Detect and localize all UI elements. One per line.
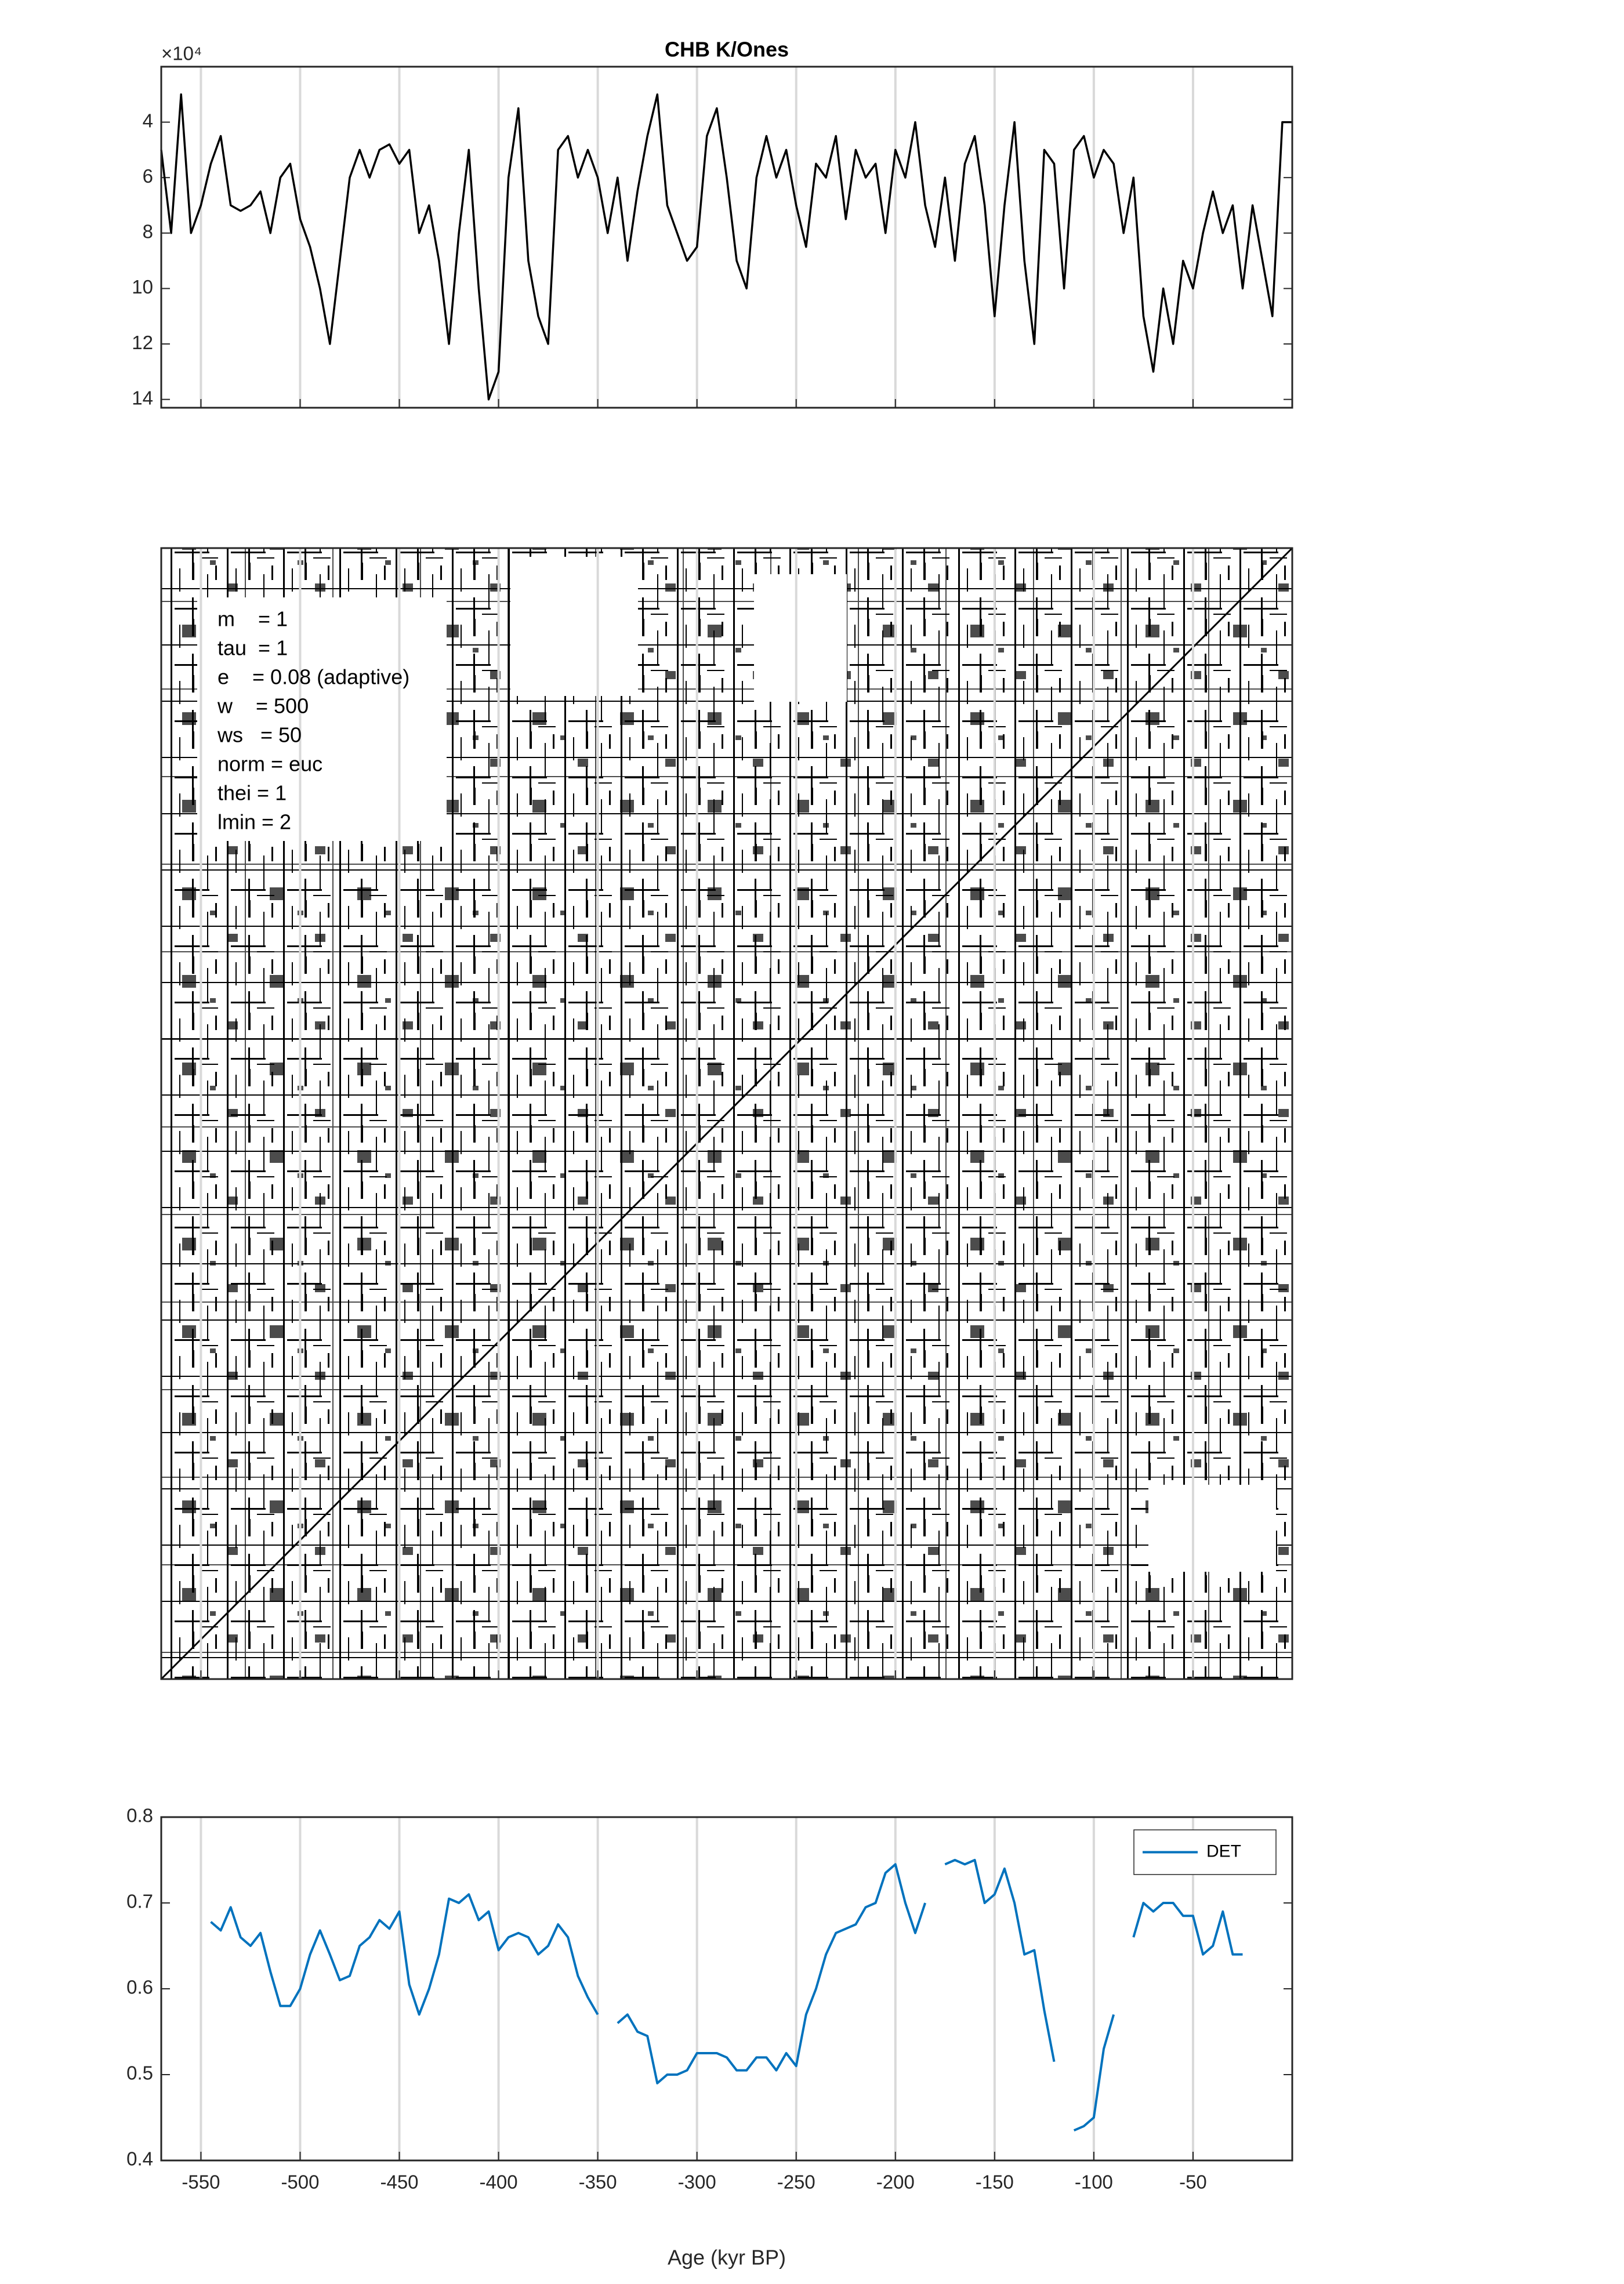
y-tick-label: 8 [143,221,153,242]
annotation: e = 0.08 (adaptive) [217,665,409,689]
annotation: thei = 1 [217,781,287,805]
x-tick-label: -400 [480,2171,518,2193]
axes-frame [160,547,1293,1680]
x-tick-label: -500 [281,2171,319,2193]
x-axis-label: Age (kyr BP) [668,2246,786,2270]
y-tick-label: 0.5 [126,2062,153,2084]
y-tick-label: 6 [143,165,153,187]
y-tick-label: 0.8 [126,1805,153,1826]
y-tick-label: 0.4 [126,2148,153,2170]
y-tick-label: 0.7 [126,1891,153,1912]
x-tick-label: -350 [579,2171,617,2193]
legend-box [1133,1829,1277,1875]
recurrence-gap [510,557,638,696]
annotation: ws = 50 [217,723,302,747]
recurrence-gap [754,574,847,702]
annotation: norm = euc [217,752,322,776]
y-tick-label: 14 [132,387,153,408]
legend-label: DET [1206,1841,1241,1861]
y-multiplier: ×10⁴ [161,43,202,64]
x-tick-label: -550 [182,2171,220,2193]
annotation: tau = 1 [217,636,288,660]
y-tick-label: 12 [132,332,153,353]
y-tick-label: 0.6 [126,1977,153,1998]
recurrence-gap [1148,1485,1276,1572]
x-tick-label: -50 [1179,2171,1207,2193]
annotation: m = 1 [217,607,288,631]
recurrence-diagonal [160,547,1293,1680]
chart-title: CHB K/Ones [665,38,789,61]
axes-frame [160,1816,1293,2162]
y-tick-label: 4 [143,110,153,131]
recurrence-plot [160,547,1293,1680]
x-tick-label: -250 [777,2171,815,2193]
y-tick-label: 10 [132,276,153,298]
data-line [210,1859,1243,2132]
data-line [160,93,1292,401]
axes-frame [160,66,1293,409]
annotation-background [197,597,447,841]
x-tick-label: -200 [876,2171,915,2193]
x-tick-label: -300 [678,2171,716,2193]
annotation: w = 500 [217,694,309,718]
annotation: lmin = 2 [217,810,291,834]
x-tick-label: -100 [1075,2171,1113,2193]
x-tick-label: -450 [380,2171,418,2193]
x-tick-label: -150 [976,2171,1014,2193]
